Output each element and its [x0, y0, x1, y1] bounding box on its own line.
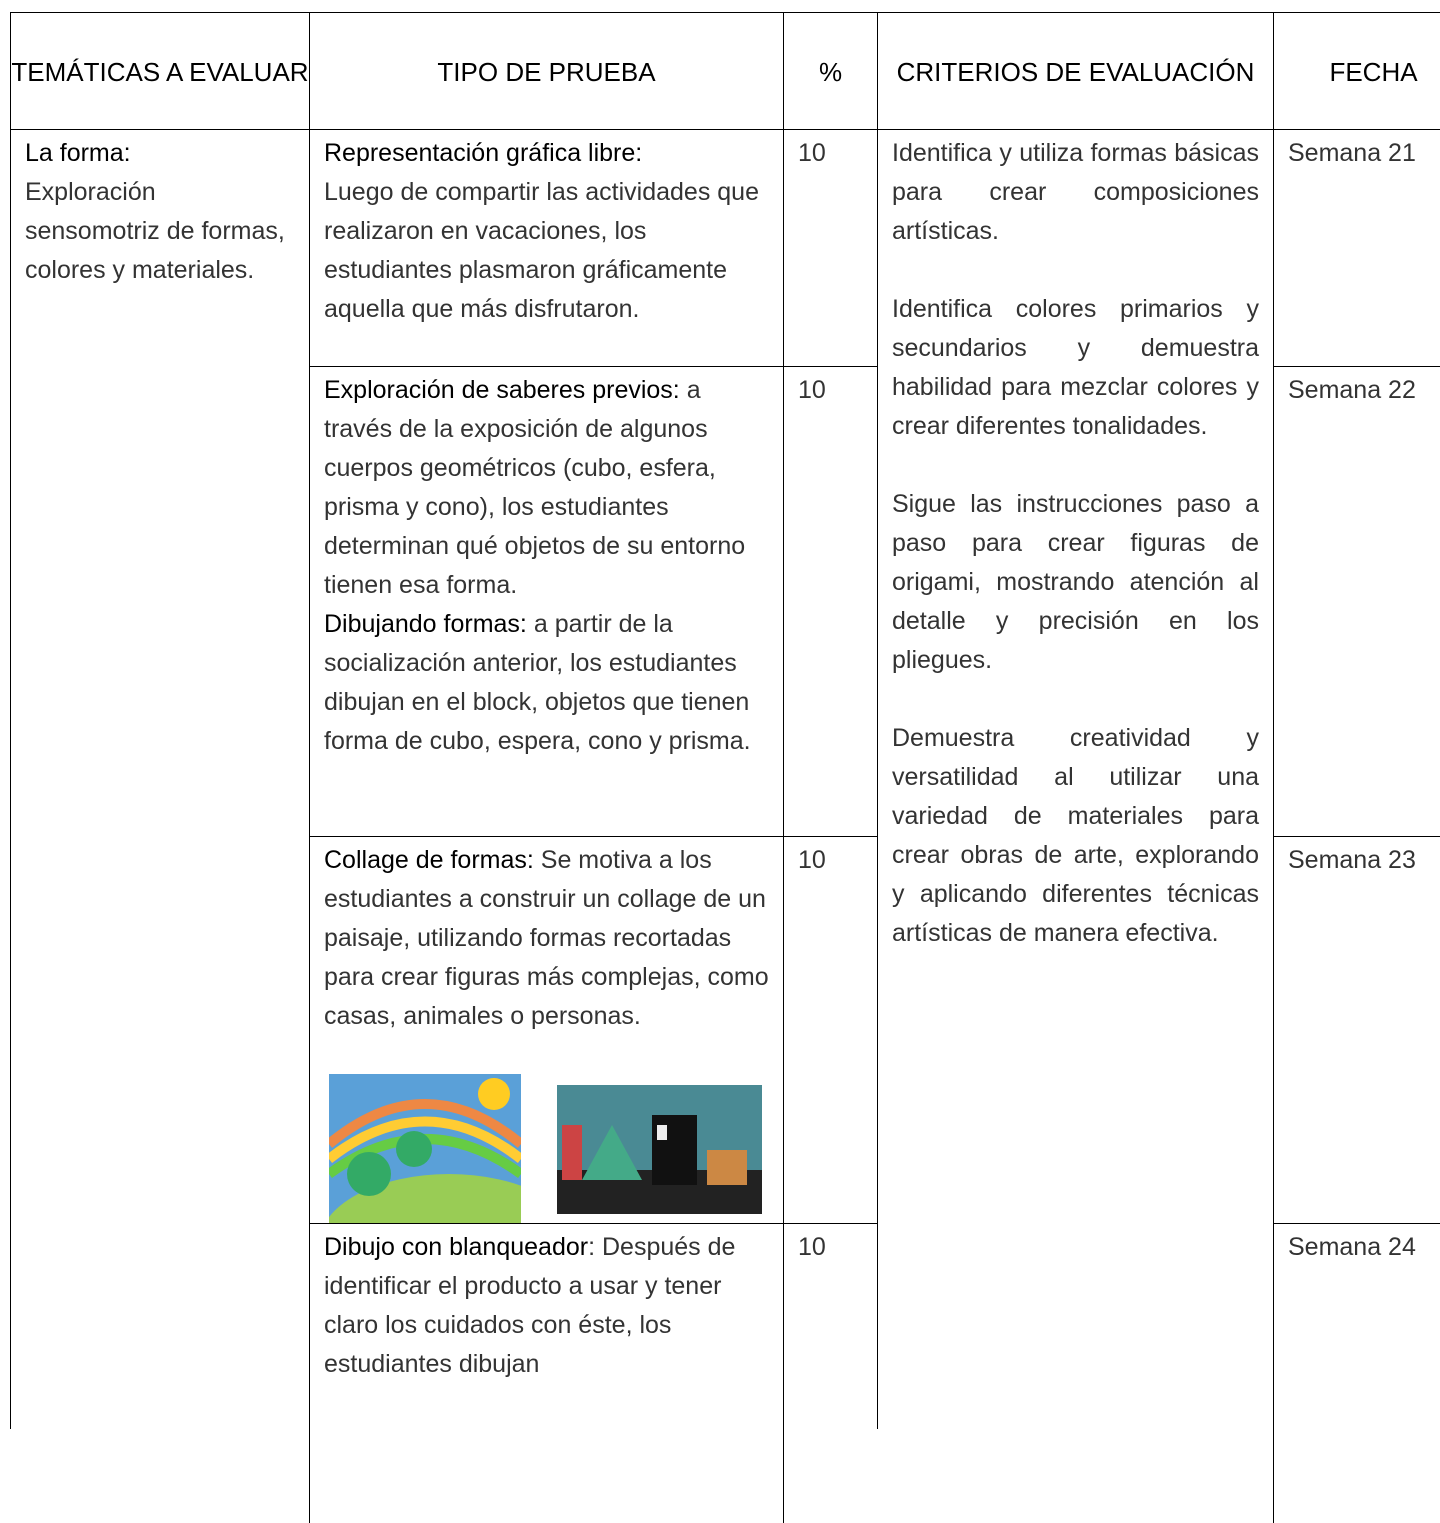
test-text: Se motiva a los estudiantes a construir …	[324, 846, 769, 1030]
header-text: %	[818, 57, 843, 87]
date: Semana 23	[1288, 846, 1416, 874]
topic-label: La forma:	[25, 139, 131, 167]
test-item: Dibujando formas: a partir de la sociali…	[324, 605, 769, 761]
date-cell: Semana 23	[1273, 836, 1440, 1223]
header-cell: FECHA	[1273, 12, 1440, 129]
percent-cell: 10	[783, 366, 877, 836]
test-label: Dibujando formas:	[324, 610, 527, 638]
date: Semana 24	[1288, 1233, 1416, 1261]
criteria-cell: Identifica y utiliza formas básicas para…	[877, 129, 1273, 1429]
percent: 10	[798, 376, 826, 404]
table: TEMÁTICAS A EVALUAR TIPO DE PRUEBA % CRI…	[10, 12, 1440, 1523]
date-cell: Semana 22	[1273, 366, 1440, 836]
percent: 10	[798, 139, 826, 167]
criterion: Sigue las instrucciones paso a paso para…	[892, 490, 1259, 674]
header-cell: TEMÁTICAS A EVALUAR	[10, 12, 309, 129]
test-cell: Collage de formas: Se motiva a los estud…	[309, 836, 783, 1224]
criterion: Identifica y utiliza formas básicas para…	[892, 139, 1259, 245]
date: Semana 22	[1288, 376, 1416, 404]
test-cell: Dibujo con blanqueador: Después de ident…	[309, 1223, 783, 1523]
header-cell: CRITERIOS DE EVALUACIÓN	[877, 12, 1273, 129]
criterion: Demuestra creatividad y versatilidad al …	[892, 724, 1259, 947]
header-cell: %	[783, 12, 877, 129]
percent: 10	[798, 846, 826, 874]
percent-cell: 10	[783, 1223, 877, 1523]
header-cell: TIPO DE PRUEBA	[309, 12, 783, 129]
header-text: FECHA	[1329, 57, 1418, 87]
test-item: Exploración de saberes previos: a través…	[324, 371, 769, 605]
header-text: CRITERIOS DE EVALUACIÓN	[896, 57, 1255, 87]
percent-cell: 10	[783, 836, 877, 1223]
test-label: Collage de formas:	[324, 846, 534, 874]
date: Semana 21	[1288, 139, 1416, 167]
percent-cell: 10	[783, 129, 877, 366]
collage-image	[329, 1074, 521, 1224]
test-text: a partir de la socialización anterior, l…	[324, 610, 751, 755]
test-text: Luego de compartir las actividades que r…	[324, 178, 759, 323]
test-cell: Exploración de saberes previos: a través…	[309, 366, 783, 836]
page: {"table": { "header": ["TEMÁTICAS A EVAL…	[10, 12, 1440, 1523]
topic-text: Exploración sensomotriz de formas, color…	[25, 178, 285, 284]
topic-cell: La forma: Exploración sensomotriz de for…	[10, 129, 309, 1429]
document: TEMÁTICAS A EVALUAR TIPO DE PRUEBA % CRI…	[10, 12, 1440, 1523]
test-label: Exploración de saberes previos:	[324, 376, 680, 404]
test-label: Dibujo con blanqueador	[324, 1233, 589, 1261]
test-text: a través de la exposición de algunos cue…	[324, 376, 746, 599]
test-text: : Después de identificar el producto a u…	[324, 1233, 736, 1378]
test-cell: Representación gráfica libre: Luego de c…	[309, 129, 783, 366]
header-text: TIPO DE PRUEBA	[437, 57, 656, 87]
collage-image	[557, 1085, 762, 1214]
criterion: Identifica colores primarios y secundari…	[892, 295, 1259, 440]
percent: 10	[798, 1233, 826, 1261]
test-label: Representación gráfica libre:	[324, 139, 643, 167]
header-text: TEMÁTICAS A EVALUAR	[11, 57, 309, 87]
date-cell: Semana 24	[1273, 1223, 1440, 1523]
date-cell: Semana 21	[1273, 129, 1440, 366]
